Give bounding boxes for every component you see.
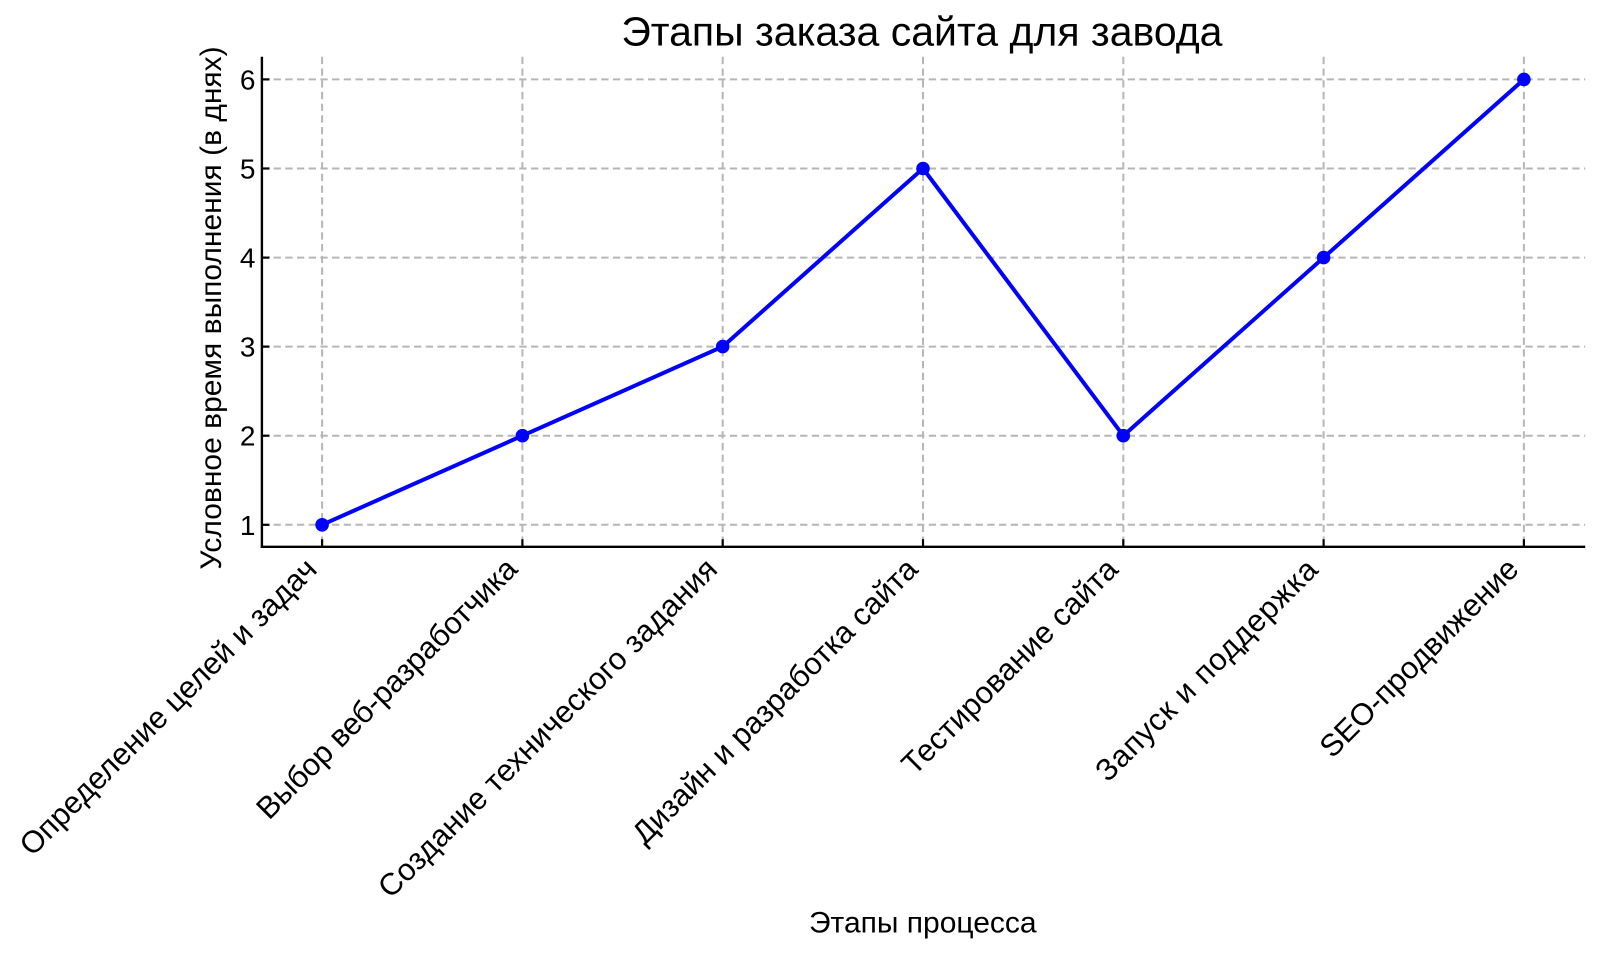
- svg-text:6: 6: [240, 64, 256, 95]
- svg-text:4: 4: [240, 243, 256, 274]
- svg-text:Этапы заказа сайта для завода: Этапы заказа сайта для завода: [621, 9, 1222, 55]
- svg-text:2: 2: [240, 421, 256, 452]
- svg-text:3: 3: [240, 332, 256, 363]
- svg-text:Условное время выполнения (в д: Условное время выполнения (в днях): [195, 46, 228, 569]
- svg-text:Этапы процесса: Этапы процесса: [809, 906, 1037, 939]
- svg-text:5: 5: [240, 154, 256, 185]
- svg-text:1: 1: [240, 510, 256, 541]
